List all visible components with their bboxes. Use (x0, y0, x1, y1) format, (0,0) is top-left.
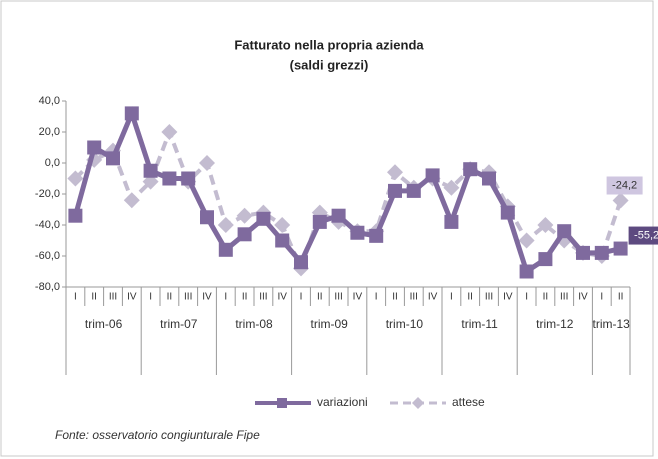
x-tick-label: I (525, 292, 528, 303)
x-tick-label: I (450, 292, 453, 303)
x-tick-label: IV (353, 292, 363, 303)
x-tick-label: I (300, 292, 303, 303)
x-tick-label: II (91, 292, 97, 303)
square-marker (181, 171, 196, 186)
x-tick-label: II (467, 292, 473, 303)
square-marker (312, 214, 327, 229)
x-tick-label: III (410, 292, 418, 303)
y-tick-label: -40,0 (35, 219, 60, 231)
x-tick-label: I (149, 292, 152, 303)
group-label: trim-09 (311, 317, 349, 331)
chart-title: Fatturato nella propria azienda (234, 37, 424, 52)
x-tick-label: II (167, 292, 173, 303)
legend-marker (277, 398, 287, 408)
y-tick-label: -80,0 (35, 281, 60, 293)
x-tick-label: I (600, 292, 603, 303)
x-tick-label: IV (202, 292, 212, 303)
x-tick-label: III (109, 292, 117, 303)
x-tick-label: IV (578, 292, 588, 303)
diamond-marker (518, 232, 535, 249)
x-tick-label: III (334, 292, 342, 303)
group-label: trim-10 (386, 317, 424, 331)
chart-subtitle: (saldi grezzi) (290, 57, 369, 72)
square-marker (369, 228, 384, 243)
square-marker (106, 151, 120, 166)
y-tick-label: -20,0 (35, 188, 60, 200)
legend-marker (412, 397, 424, 409)
value-label-box (628, 226, 658, 245)
x-tick-label: II (317, 292, 323, 303)
square-marker (294, 255, 308, 270)
square-marker (406, 183, 421, 198)
group-label: trim-08 (235, 317, 273, 331)
value-label-box (606, 176, 643, 195)
x-tick-label: II (618, 292, 624, 303)
square-marker (538, 252, 553, 267)
group-label: trim-07 (160, 317, 198, 331)
square-marker (444, 214, 459, 229)
diamond-marker (274, 217, 291, 233)
square-marker (613, 241, 628, 256)
x-tick-label: III (485, 292, 493, 303)
y-tick-label: -60,0 (35, 250, 60, 262)
x-tick-label: IV (277, 292, 287, 303)
square-marker (576, 245, 590, 260)
square-marker (237, 227, 252, 242)
y-tick-label: 40,0 (39, 95, 60, 107)
diamond-marker (123, 192, 140, 209)
diamond-marker (199, 155, 215, 171)
x-tick-label: I (375, 292, 378, 303)
square-marker (388, 183, 402, 198)
group-label: trim-13 (593, 317, 631, 331)
x-tick-label: IV (127, 292, 137, 303)
group-label: trim-06 (85, 317, 123, 331)
square-marker (162, 171, 177, 186)
diamond-marker (443, 179, 460, 196)
legend-label: variazioni (317, 395, 368, 409)
x-tick-label: IV (428, 292, 438, 303)
x-tick-label: III (259, 292, 267, 303)
value-label: -55,2 (634, 229, 658, 241)
x-tick-label: II (543, 292, 549, 303)
x-tick-label: I (74, 292, 77, 303)
diamond-marker (236, 207, 253, 224)
x-tick-label: I (224, 292, 227, 303)
x-tick-label: III (184, 292, 192, 303)
square-marker (482, 171, 496, 186)
square-marker (87, 140, 102, 155)
x-tick-label: II (242, 292, 248, 303)
square-marker (557, 224, 572, 239)
square-marker (200, 210, 214, 225)
square-marker (68, 208, 83, 223)
diamond-marker (537, 217, 554, 233)
square-marker (463, 162, 478, 177)
diamond-marker (161, 124, 178, 140)
diamond-marker (387, 164, 403, 181)
square-marker (425, 168, 440, 183)
square-marker (519, 264, 534, 279)
square-marker (275, 233, 290, 248)
x-tick-label: II (392, 292, 398, 303)
diamond-marker (612, 192, 629, 209)
square-marker (124, 106, 139, 121)
square-marker (218, 242, 233, 257)
diamond-marker (67, 170, 84, 187)
x-tick-label: IV (503, 292, 513, 303)
group-label: trim-11 (461, 317, 498, 331)
diamond-marker (217, 217, 234, 233)
y-tick-label: 0,0 (45, 157, 60, 169)
square-marker (594, 245, 609, 260)
y-tick-label: 20,0 (39, 126, 60, 138)
value-label: -24,2 (612, 179, 637, 191)
square-marker (256, 211, 271, 226)
legend-label: attese (452, 395, 485, 409)
square-marker (500, 205, 515, 220)
source-note: Fonte: osservatorio congiunturale Fipe (55, 428, 260, 442)
group-label: trim-12 (536, 317, 574, 331)
x-tick-label: III (560, 292, 568, 303)
square-marker (143, 163, 158, 178)
square-marker (331, 208, 346, 223)
square-marker (350, 225, 365, 240)
